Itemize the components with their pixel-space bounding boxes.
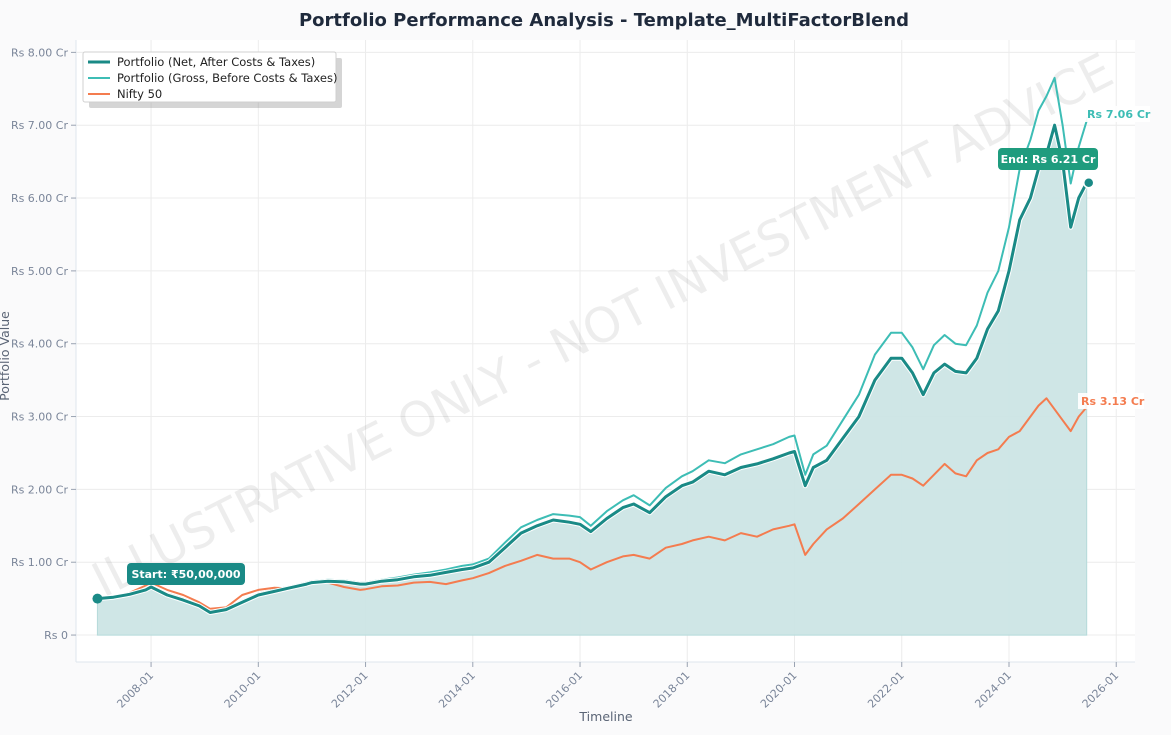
legend-label: Nifty 50	[117, 87, 162, 101]
y-tick-label: Rs 2.00 Cr	[11, 483, 69, 496]
x-tick-label: 2018-01	[651, 669, 693, 711]
legend-label: Portfolio (Net, After Costs & Taxes)	[117, 55, 315, 69]
end-label: End: Rs 6.21 Cr	[1001, 153, 1096, 166]
x-tick-label: 2016-01	[543, 669, 585, 711]
start-badge	[127, 563, 245, 585]
x-tick-label: 2026-01	[1080, 669, 1122, 711]
y-tick-label: Rs 4.00 Cr	[11, 338, 69, 351]
x-tick-label: 2020-01	[758, 669, 800, 711]
x-tick-label: 2010-01	[222, 669, 264, 711]
chart-title: Portfolio Performance Analysis - Templat…	[299, 10, 909, 31]
x-tick-label: 2022-01	[865, 669, 907, 711]
series-line-portfolio-net	[97, 123, 1089, 614]
y-tick-label: Rs 6.00 Cr	[11, 192, 69, 205]
legend-label: Portfolio (Gross, Before Costs & Taxes)	[117, 71, 337, 85]
nifty-end-label: Rs 3.13 Cr	[1081, 395, 1145, 408]
y-tick-label: Rs 8.00 Cr	[11, 46, 69, 59]
y-tick-label: Rs 1.00 Cr	[11, 556, 69, 569]
end-point-marker	[1082, 177, 1095, 189]
y-tick-label: Rs 0	[44, 629, 68, 642]
y-tick-label: Rs 5.00 Cr	[11, 265, 69, 278]
legend-item: Portfolio (Net, After Costs & Taxes)	[88, 55, 315, 69]
nifty-end-annotation: Rs 3.13 Cr	[1078, 393, 1145, 409]
x-axis-label: Timeline	[578, 709, 632, 724]
gross-end-annotation: Rs 7.06 Cr	[1084, 106, 1151, 122]
x-tick-label: 2012-01	[329, 669, 371, 711]
x-axis: 2008-01 2010-01 2012-01 2014-01 2016-01 2018-…	[114, 662, 1121, 711]
nifty-end-label-bg	[1078, 393, 1144, 409]
end-annotation: End: Rs 6.21 Cr	[998, 148, 1098, 170]
x-tick-label: 2024-01	[972, 669, 1014, 711]
y-tick-label: Rs 7.00 Cr	[11, 119, 69, 132]
x-tick-label: 2014-01	[436, 669, 478, 711]
start-annotation: Start: ₹50,00,000	[127, 563, 245, 585]
legend-item: Portfolio (Gross, Before Costs & Taxes)	[88, 71, 337, 85]
start-point-marker	[92, 593, 103, 604]
y-axis: Rs 0 Rs 1.00 Cr Rs 2.00 Cr Rs 3.00 Cr Rs 4.0…	[11, 46, 76, 642]
legend-item: Nifty 50	[88, 87, 162, 101]
start-label: Start: ₹50,00,000	[131, 568, 240, 581]
y-axis-label: Portfolio Value	[0, 311, 12, 401]
legend-box	[82, 51, 337, 103]
x-tick-label: 2008-01	[114, 669, 156, 711]
y-tick-label: Rs 3.00 Cr	[11, 411, 69, 424]
gross-end-label-bg	[1084, 106, 1150, 122]
legend: Portfolio (Net, After Costs & Taxes) Port…	[82, 51, 342, 108]
gross-end-label: Rs 7.06 Cr	[1087, 108, 1151, 121]
end-badge	[998, 148, 1098, 170]
